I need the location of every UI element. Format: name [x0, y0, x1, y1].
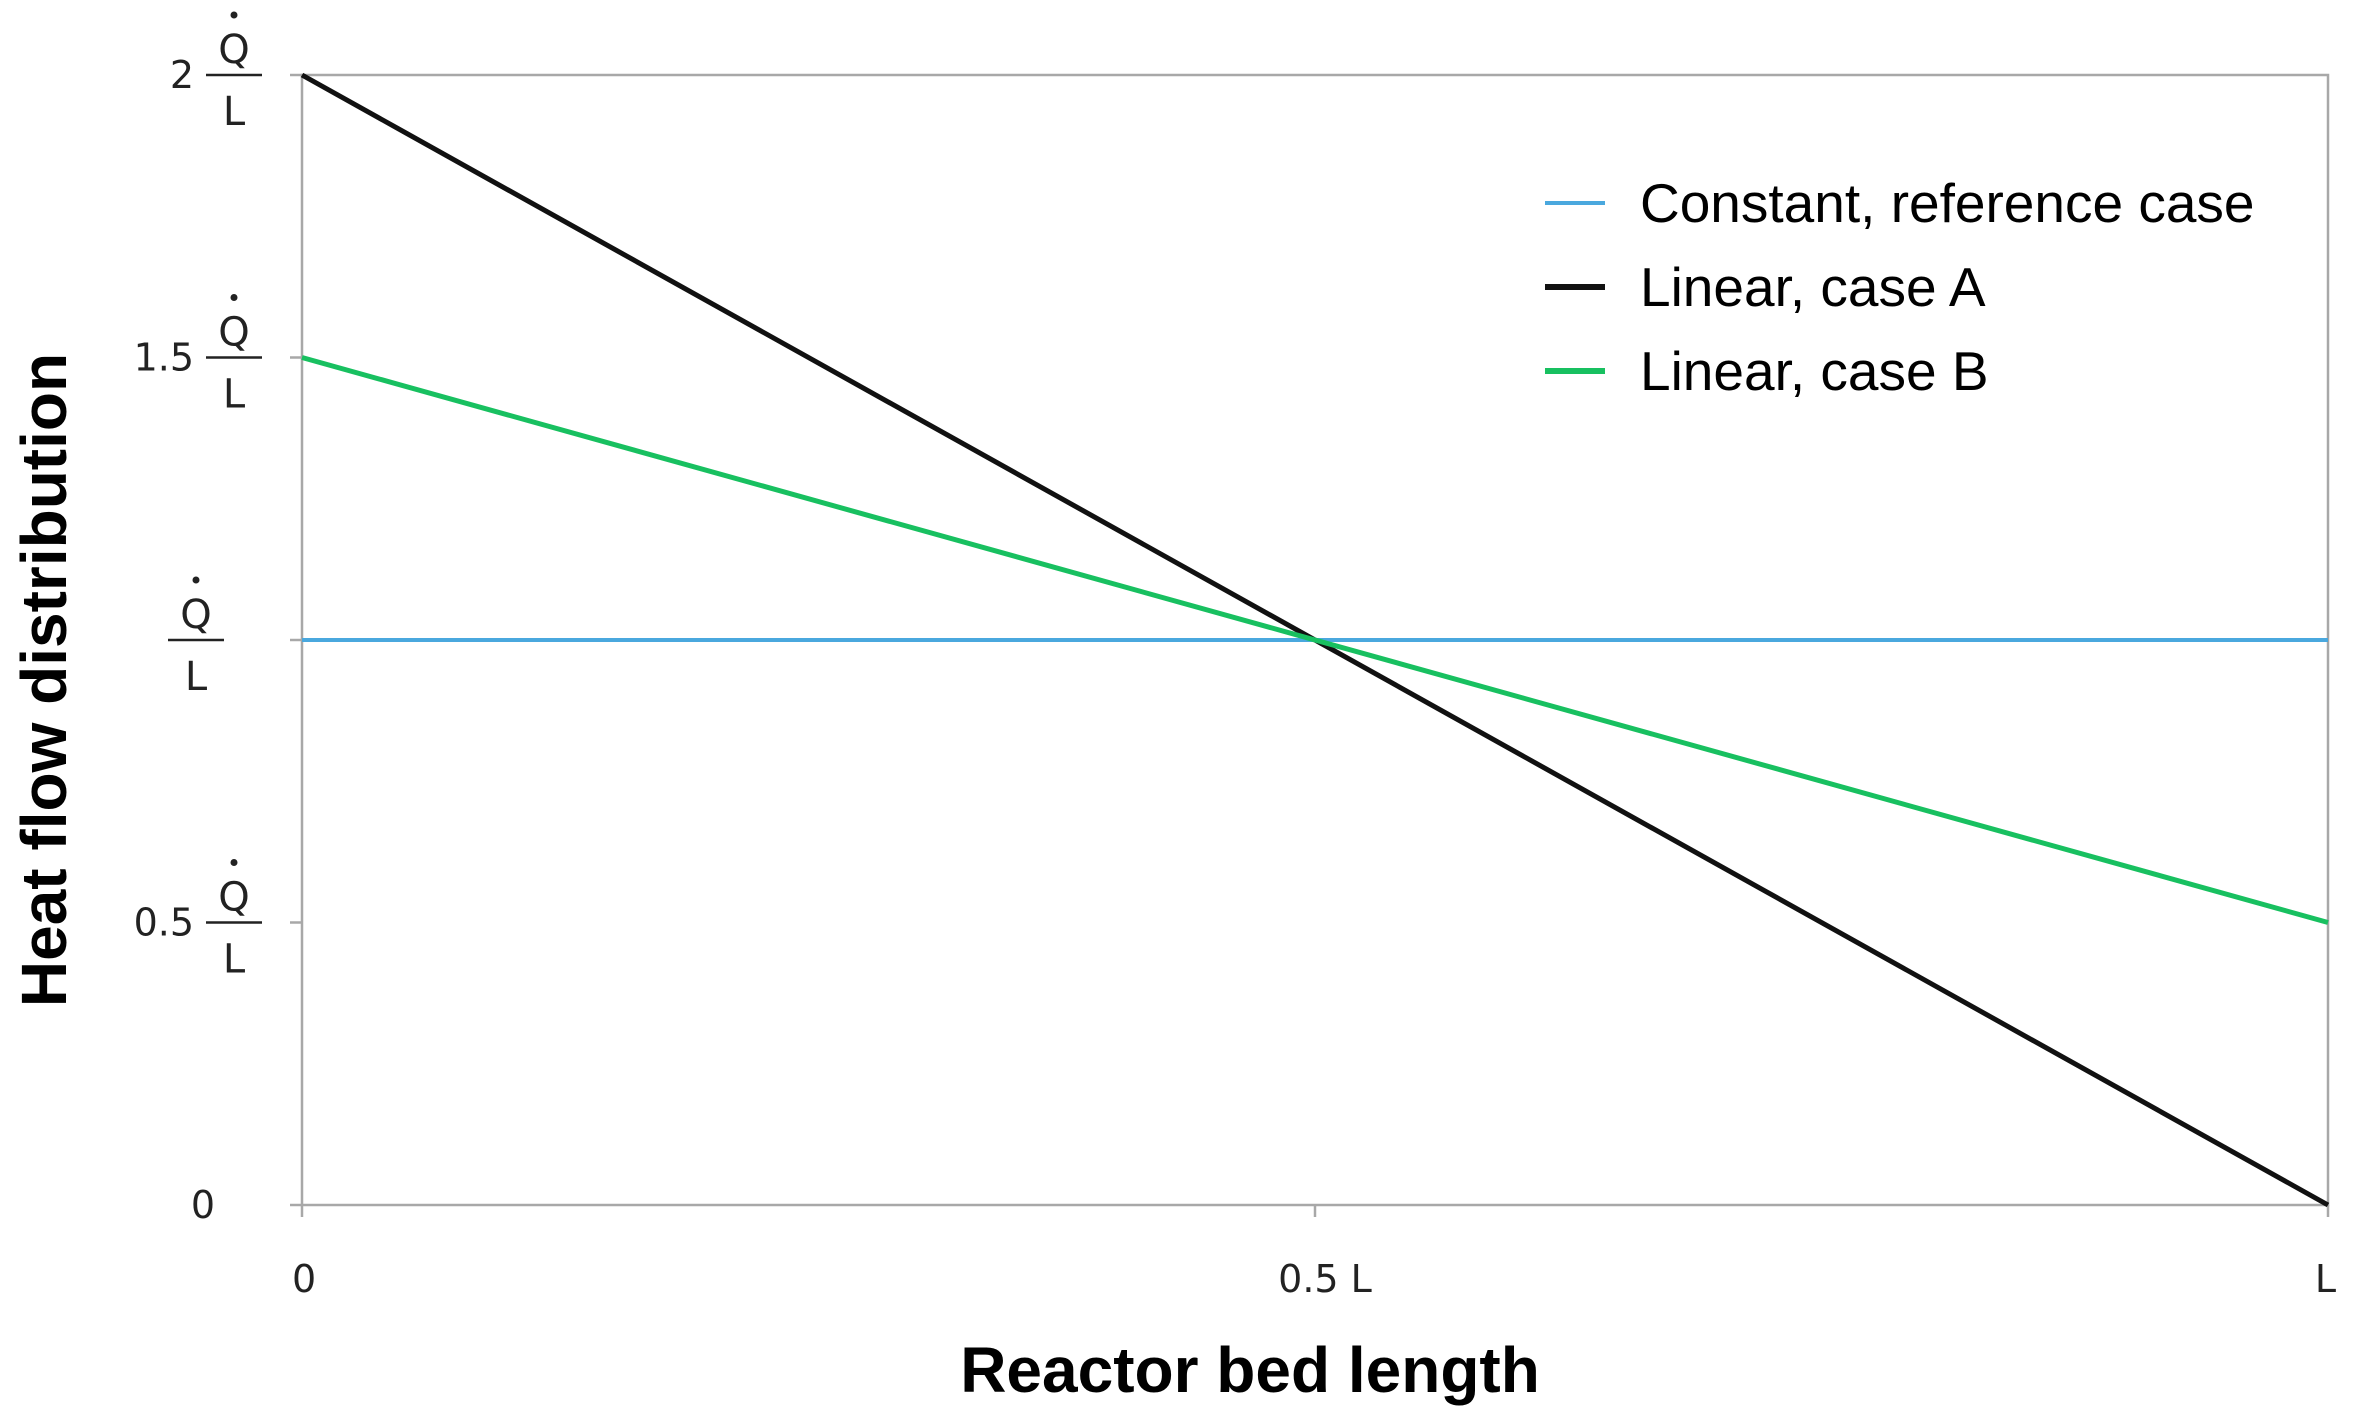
y-tick-denominator: L: [223, 937, 246, 983]
y-tick-coefficient: 2: [170, 53, 194, 97]
y-tick-numerator: Q: [218, 27, 249, 73]
y-tick-label: QL: [168, 576, 224, 700]
y-tick-dot: [192, 576, 200, 584]
y-tick-value: 0: [191, 1183, 215, 1227]
y-tick-coefficient: 0.5: [134, 901, 194, 945]
y-tick-denominator: L: [223, 89, 246, 135]
y-tick-dot: [230, 294, 238, 301]
x-tick-label: 0: [292, 1257, 316, 1301]
y-tick-denominator: L: [185, 654, 208, 700]
x-tick-label: 0.5 L: [1278, 1257, 1372, 1301]
x-axis-title: Reactor bed length: [960, 1334, 1540, 1406]
y-tick-dot: [230, 11, 238, 19]
legend-label: Linear, case B: [1640, 340, 1989, 402]
legend-label: Linear, case A: [1640, 256, 1986, 318]
y-tick-label: 0: [191, 1183, 215, 1227]
y-tick-numerator: Q: [218, 875, 249, 921]
y-tick-numerator: Q: [180, 592, 211, 638]
y-tick-denominator: L: [223, 372, 246, 418]
y-tick-coefficient: 1.5: [134, 336, 194, 380]
series-lines: [300, 72, 2330, 1208]
y-tick-dot: [230, 859, 238, 866]
y-tick-numerator: Q: [218, 310, 249, 356]
y-axis-title: Heat flow distribution: [8, 353, 80, 1007]
y-tick-label: QL2: [170, 11, 262, 135]
series-line: [301, 355, 2329, 925]
legend: Constant, reference case Linear, case A Li…: [1545, 172, 2255, 402]
y-tick-label: QL 0.5: [134, 859, 262, 983]
x-axis-ticks: 0 0.5 L L: [292, 1205, 2336, 1301]
x-tick-label: L: [2315, 1257, 2336, 1301]
y-tick-label: QL 1.5: [134, 294, 262, 418]
legend-label: Constant, reference case: [1640, 172, 2255, 234]
